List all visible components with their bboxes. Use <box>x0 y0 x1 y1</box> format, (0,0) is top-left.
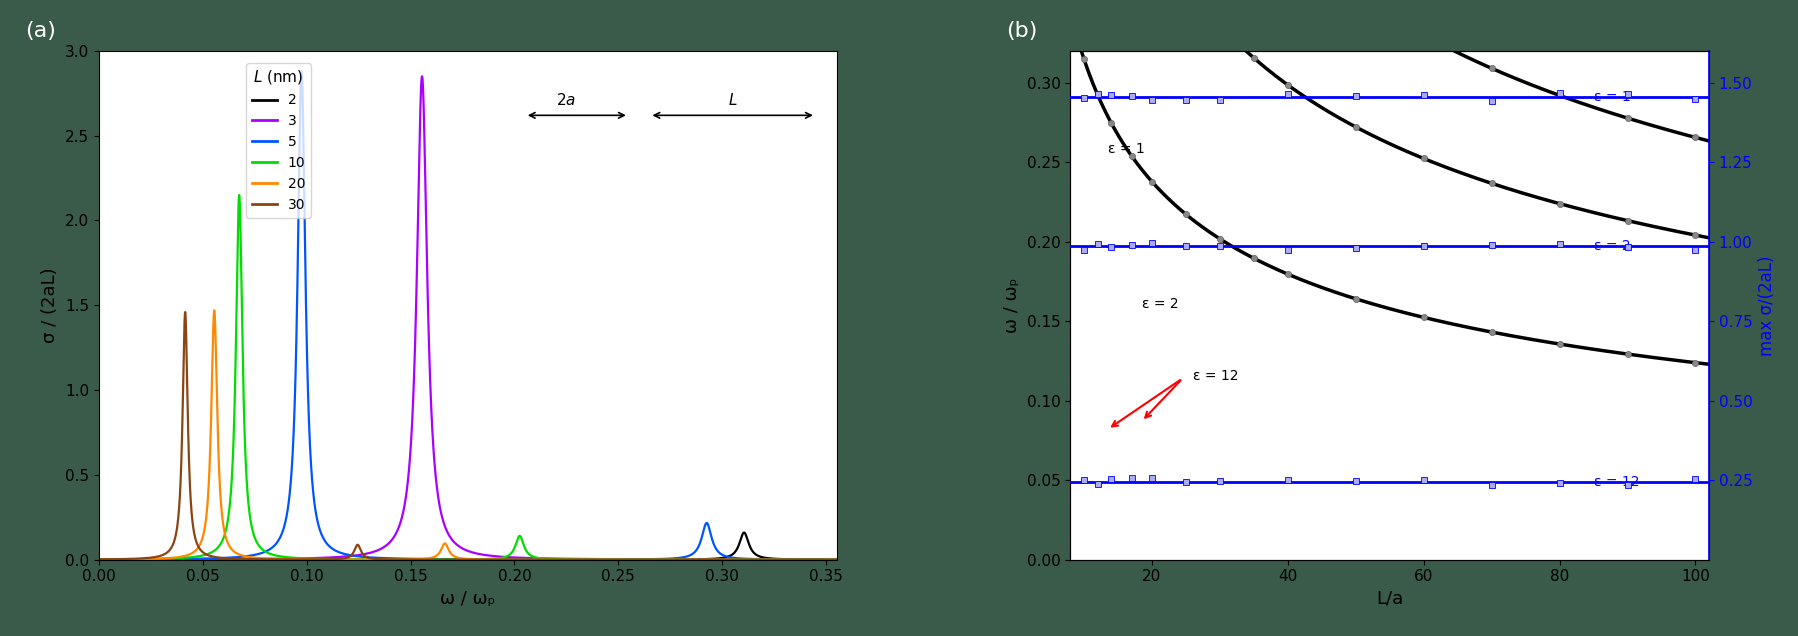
Text: (a): (a) <box>25 21 56 41</box>
Text: (b): (b) <box>1005 21 1037 41</box>
Y-axis label: ω / ωₚ: ω / ωₚ <box>1003 277 1021 333</box>
Text: ε = 1: ε = 1 <box>1593 90 1629 104</box>
Text: ε = 1: ε = 1 <box>1108 142 1144 156</box>
Y-axis label: max σ/(2aL): max σ/(2aL) <box>1757 255 1775 356</box>
Text: ε = 12: ε = 12 <box>1192 369 1237 383</box>
Text: $L$: $L$ <box>728 92 737 108</box>
Text: ε = 2: ε = 2 <box>1142 298 1178 312</box>
Text: ε = 2: ε = 2 <box>1593 239 1629 254</box>
Text: $2a$: $2a$ <box>556 92 575 108</box>
Legend: 2, 3, 5, 10, 20, 30: 2, 3, 5, 10, 20, 30 <box>246 63 311 218</box>
X-axis label: L/a: L/a <box>1375 590 1402 608</box>
Text: ε = 12: ε = 12 <box>1593 474 1638 489</box>
Y-axis label: σ / (2aL): σ / (2aL) <box>41 268 59 343</box>
X-axis label: ω / ωₚ: ω / ωₚ <box>441 590 494 608</box>
